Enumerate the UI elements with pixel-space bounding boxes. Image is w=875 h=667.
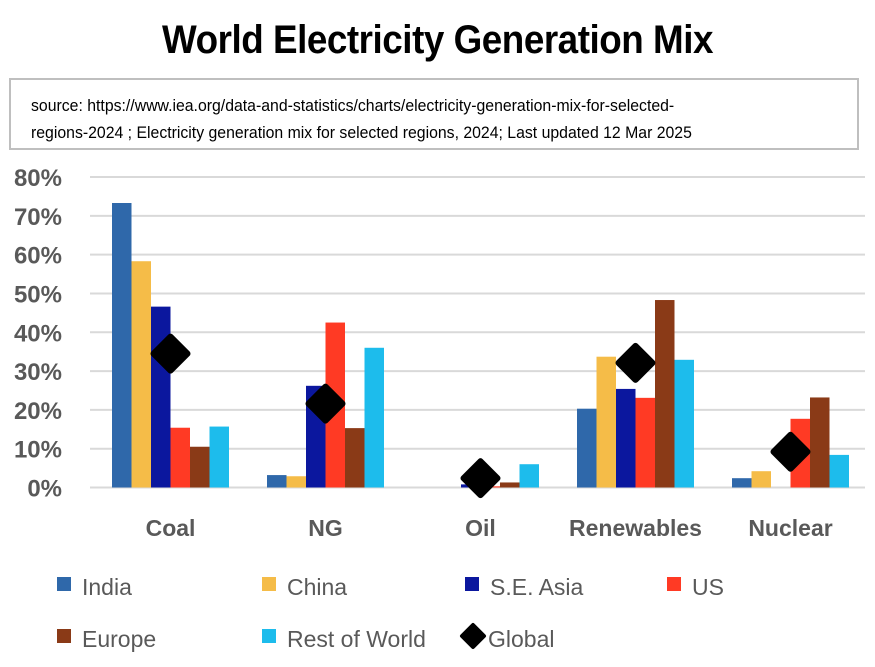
y-tick-label: 40% xyxy=(14,320,62,347)
source-note-line-1: source: https://www.iea.org/data-and-sta… xyxy=(31,96,675,115)
legend-swatch xyxy=(465,577,479,591)
bar-india xyxy=(732,478,752,488)
x-axis: Coal NG Oil Renewables Nuclear xyxy=(146,515,833,541)
y-tick-label: 80% xyxy=(14,165,62,192)
bar-s-e-asia xyxy=(616,388,636,488)
legend-diamond-icon xyxy=(460,623,486,649)
bar-rest-of-world xyxy=(209,426,229,488)
y-axis: 0% 10% 20% 30% 40% 50% 60% 70% 80% xyxy=(14,165,62,503)
bar-china xyxy=(596,356,616,488)
bar-rest-of-world xyxy=(364,347,384,488)
bar-europe xyxy=(345,428,365,488)
bar-rest-of-world xyxy=(829,454,849,488)
bar-europe xyxy=(190,446,210,488)
legend-swatch xyxy=(57,577,71,591)
bar-us xyxy=(635,397,655,488)
x-tick-label: Renewables xyxy=(569,515,702,541)
gridlines xyxy=(90,176,865,489)
y-tick-label: 30% xyxy=(14,359,62,386)
x-tick-label: Coal xyxy=(146,515,196,541)
global-diamond-marker xyxy=(615,342,656,383)
legend-swatch xyxy=(667,577,681,591)
legend-label: Europe xyxy=(82,626,156,652)
bar-europe xyxy=(655,300,675,488)
legend-label: India xyxy=(82,574,132,600)
bar-rest-of-world xyxy=(519,464,539,488)
global-markers xyxy=(150,333,811,499)
legend-label: Global xyxy=(488,626,554,652)
legend-swatch xyxy=(57,629,71,643)
bar-china xyxy=(131,261,151,488)
bar-india xyxy=(577,408,597,488)
source-note-box: source: https://www.iea.org/data-and-sta… xyxy=(9,78,859,150)
chart-title: World Electricity Generation Mix xyxy=(161,18,714,62)
bar-rest-of-world xyxy=(674,359,694,488)
y-tick-label: 0% xyxy=(27,476,62,503)
legend-label: S.E. Asia xyxy=(490,574,584,600)
global-diamond-marker xyxy=(460,458,501,499)
y-tick-label: 10% xyxy=(14,437,62,464)
bar-europe xyxy=(810,397,830,488)
global-diamond-marker xyxy=(150,333,191,374)
bar-india xyxy=(267,475,287,488)
y-tick-label: 20% xyxy=(14,398,62,425)
bar-india xyxy=(112,203,132,488)
y-tick-label: 70% xyxy=(14,204,62,231)
bar-china xyxy=(286,476,306,488)
legend-label: China xyxy=(287,574,347,600)
x-tick-label: Nuclear xyxy=(748,515,832,541)
x-tick-label: NG xyxy=(308,515,343,541)
legend-swatch xyxy=(262,577,276,591)
bar-europe xyxy=(500,482,520,488)
global-diamond-marker xyxy=(305,383,346,424)
legend-label: Rest of World xyxy=(287,626,426,652)
bars xyxy=(112,203,849,488)
bar-china xyxy=(751,471,771,488)
bar-us xyxy=(170,427,190,488)
y-tick-label: 50% xyxy=(14,281,62,308)
bar-s-e-asia xyxy=(151,306,171,488)
source-note-line-2: regions-2024 ; Electricity generation mi… xyxy=(31,123,692,142)
legend-swatch xyxy=(262,629,276,643)
global-diamond-marker xyxy=(770,431,811,472)
y-tick-label: 60% xyxy=(14,243,62,270)
legend: India China S.E. Asia US Europe Rest of World… xyxy=(57,574,724,652)
x-tick-label: Oil xyxy=(465,515,496,541)
legend-label: US xyxy=(692,574,724,600)
